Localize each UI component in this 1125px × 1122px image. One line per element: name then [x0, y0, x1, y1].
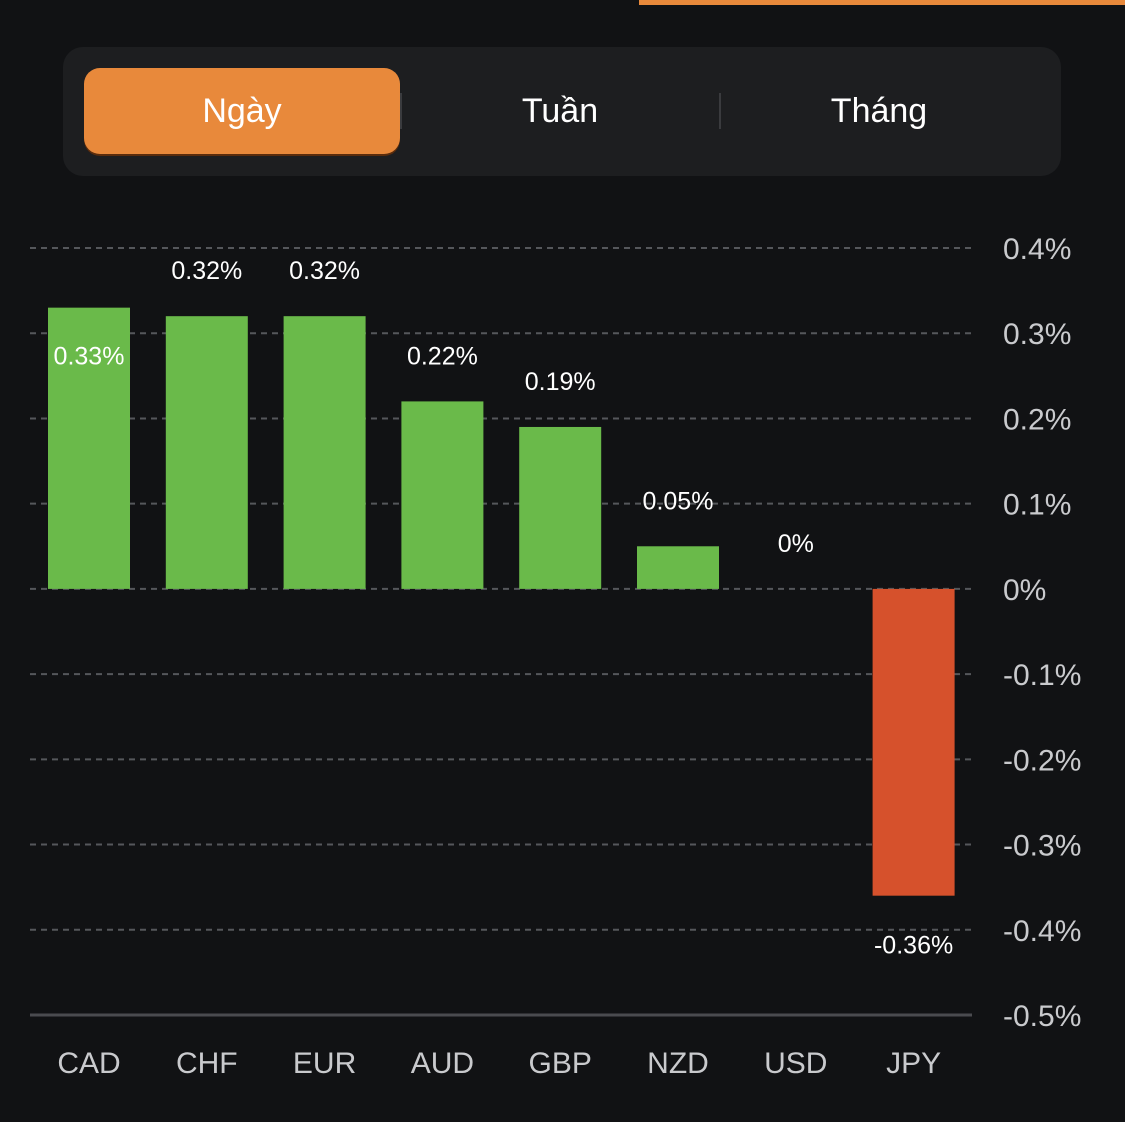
bar-cad: [48, 307, 130, 589]
x-tick-label: USD: [764, 1047, 827, 1080]
y-tick-label: 0.2%: [1003, 403, 1071, 436]
data-label: 0.19%: [525, 368, 596, 396]
bar-gbp: [519, 426, 602, 589]
data-label: 0.05%: [643, 487, 714, 515]
y-tick-label: -0.5%: [1003, 1000, 1081, 1033]
y-tick-label: 0%: [1003, 574, 1046, 607]
x-tick-label: AUD: [411, 1047, 474, 1080]
tab-month[interactable]: Tháng: [830, 91, 928, 130]
y-tick-label: 0.3%: [1003, 318, 1071, 351]
bar-chf: [165, 316, 248, 589]
x-tick-label: NZD: [647, 1047, 709, 1080]
bar-eur: [283, 316, 366, 589]
y-tick-label: -0.3%: [1003, 830, 1081, 863]
tab-day[interactable]: Ngày: [84, 68, 400, 154]
period-segmented-control: Ngày Tuần Tháng: [63, 47, 1061, 176]
data-label: 0.22%: [407, 342, 478, 370]
data-label: 0.33%: [54, 343, 125, 371]
y-tick-label: -0.2%: [1003, 744, 1081, 777]
x-tick-label: CHF: [176, 1047, 238, 1080]
y-tick-label: -0.4%: [1003, 915, 1081, 948]
bar-nzd: [637, 546, 719, 589]
tab-divider: [719, 93, 721, 129]
y-tick-label: 0.1%: [1003, 489, 1071, 522]
x-tick-label: EUR: [293, 1047, 356, 1080]
data-label: 0%: [778, 530, 814, 558]
x-tick-label: JPY: [886, 1047, 941, 1080]
x-tick-label: CAD: [57, 1047, 120, 1080]
bar-jpy: [872, 588, 955, 896]
data-label: -0.36%: [874, 932, 953, 960]
tab-week[interactable]: Tuần: [521, 91, 599, 130]
data-label: 0.32%: [171, 257, 242, 285]
tab-divider: [400, 93, 402, 129]
bar-aud: [401, 401, 484, 589]
y-tick-label: 0.4%: [1003, 233, 1071, 266]
x-tick-label: GBP: [529, 1047, 592, 1080]
y-tick-label: -0.1%: [1003, 659, 1081, 692]
top-tab-indicator: [639, 0, 1125, 5]
data-label: 0.32%: [289, 257, 360, 285]
